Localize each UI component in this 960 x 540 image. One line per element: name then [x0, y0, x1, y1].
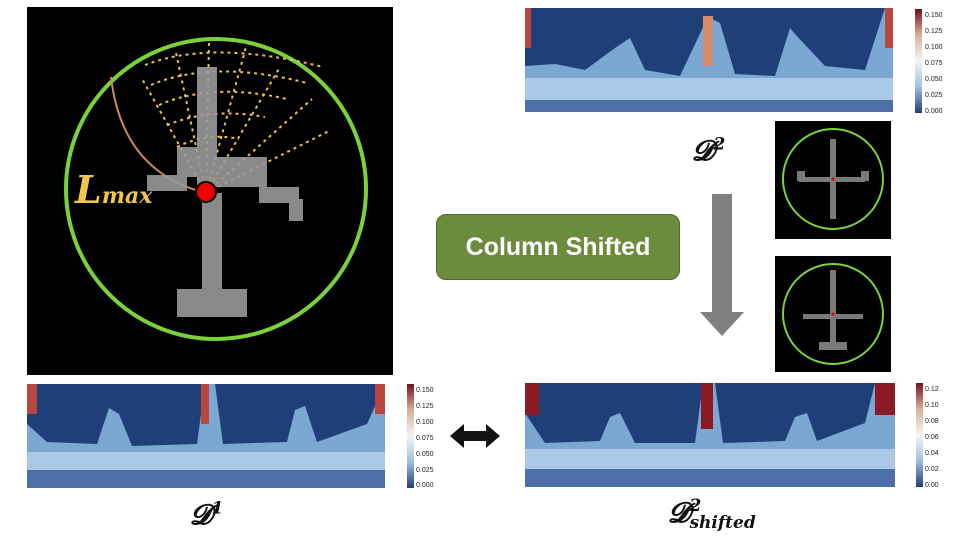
map-structure: [147, 67, 303, 317]
colorbar-top-right: [915, 9, 922, 113]
colorbar-bottom-right: [916, 383, 923, 487]
heatmap-bottom-left: [27, 384, 385, 488]
heatmap-bottom-right: [525, 383, 895, 487]
heatmap-top-right-svg: [525, 8, 893, 112]
heatmap-bottom-left-svg: [27, 384, 385, 488]
thumb-bottom: [775, 256, 891, 372]
d1-label: 𝓓1: [190, 498, 224, 531]
heatmap-top-right: [525, 8, 893, 112]
heatmap-bottom-right-svg: [525, 383, 895, 487]
range-circle: [64, 37, 368, 341]
lmax-arc: [110, 76, 207, 194]
robot-marker: [195, 181, 217, 203]
double-arrow-icon: [450, 424, 500, 448]
column-shifted-badge: Column Shifted: [436, 214, 680, 280]
map-svg: [64, 37, 368, 341]
d2-shifted-label: 𝓓 2 shifted: [668, 495, 756, 533]
colorbar-bottom-left: [407, 384, 414, 488]
thumb-top: [775, 121, 891, 239]
d2-label: 𝓓2: [692, 134, 726, 167]
lmax-label: Lmax: [75, 167, 153, 212]
down-arrow-icon: [700, 194, 744, 336]
map-panel: Lmax: [27, 7, 393, 375]
